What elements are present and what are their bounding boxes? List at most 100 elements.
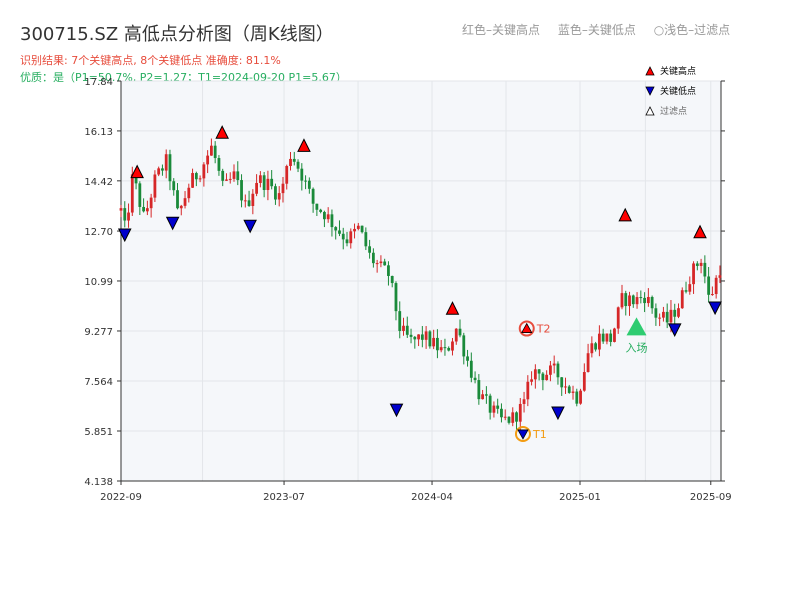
candle-body: [473, 377, 477, 381]
x-tick-label: 2024-04: [411, 492, 453, 503]
candle-body: [699, 262, 703, 266]
candle-body: [537, 369, 541, 374]
candle-body: [394, 283, 398, 312]
candle-body: [451, 341, 454, 351]
candle-body: [387, 265, 390, 276]
candle-body: [477, 380, 481, 400]
candle-body: [605, 333, 609, 342]
y-tick-label: 16.13: [84, 127, 113, 138]
candle-body: [258, 175, 262, 183]
legend-label: 过滤点: [660, 105, 687, 117]
y-tick-label: 17.84: [84, 77, 113, 88]
candle-body: [714, 277, 718, 295]
candle-body: [684, 290, 688, 292]
candle-body: [281, 183, 285, 194]
candle-body: [567, 386, 571, 393]
candle-body: [379, 261, 383, 264]
candle-body: [330, 214, 334, 228]
candle-body: [635, 297, 639, 305]
candle-body: [157, 168, 161, 175]
candle-body: [172, 181, 176, 191]
key-high-marker: [215, 125, 229, 139]
candle-body: [236, 171, 240, 181]
candle-body: [127, 212, 130, 221]
candle-body: [466, 356, 469, 361]
candle-body: [484, 394, 488, 396]
key-high-marker: [130, 164, 144, 179]
candle-body: [225, 179, 228, 181]
candle-body: [311, 188, 315, 204]
candle-body: [130, 174, 134, 213]
candle-body: [402, 325, 405, 331]
candle-body: [232, 171, 236, 179]
candle-body: [371, 252, 375, 264]
candle-body: [488, 395, 492, 413]
candle-body: [138, 183, 142, 207]
candle-body: [304, 180, 307, 182]
candle-body: [243, 200, 247, 202]
candle-body: [176, 190, 179, 209]
t1-low-marker: [517, 429, 529, 440]
candle-body: [669, 309, 673, 323]
legend-label: 关键高点: [660, 65, 696, 77]
candle-body: [228, 178, 232, 180]
candle-body: [345, 239, 349, 244]
candle-body: [356, 225, 360, 229]
candle-body: [650, 296, 654, 309]
result-summary: 识别结果: 7个关键高点, 8个关键低点 准确度: 81.1%: [20, 54, 281, 67]
candle-body: [631, 295, 635, 305]
y-tick-label: 12.70: [84, 227, 113, 238]
legend-label: 关键低点: [660, 85, 696, 97]
candle-body: [439, 347, 443, 351]
x-tick-label: 2023-07: [263, 492, 305, 503]
candle-body: [601, 333, 605, 342]
candle-body: [338, 230, 341, 234]
y-tick-label: 14.42: [84, 177, 113, 188]
candle-body: [179, 205, 183, 209]
candle-body: [481, 394, 485, 400]
candle-body: [594, 343, 598, 350]
candle-body: [123, 208, 127, 221]
candle-body: [277, 193, 281, 200]
key-high-marker: [618, 207, 633, 222]
candle-body: [191, 173, 194, 188]
candle-body: [707, 276, 711, 295]
candle-body: [353, 228, 356, 232]
key-low-marker: [117, 228, 132, 243]
candle-body: [643, 297, 646, 304]
candle-body: [526, 381, 530, 400]
candle-body: [507, 416, 511, 423]
candle-body: [616, 307, 620, 329]
candle-body: [285, 165, 289, 184]
candle-body: [518, 403, 522, 422]
candle-body: [247, 200, 251, 206]
key-low-marker: [551, 406, 565, 421]
t2-circle: [518, 320, 535, 337]
candle-body: [556, 363, 560, 378]
key-low-marker: [708, 301, 722, 316]
candle-body: [560, 377, 564, 388]
candle-body: [251, 193, 255, 206]
candle-body: [149, 197, 153, 209]
candle-body: [168, 154, 172, 182]
legend-marker: [645, 106, 655, 116]
candle-body: [424, 331, 428, 340]
candle-body: [334, 227, 338, 231]
candle-body: [613, 328, 616, 342]
candle-body: [119, 208, 123, 211]
candle-body: [710, 294, 714, 296]
candle-body: [590, 343, 594, 354]
candle-body: [545, 374, 549, 381]
candle-body: [443, 347, 447, 349]
t1-circle: [514, 425, 531, 442]
candle-body: [213, 145, 217, 159]
x-tick-label: 2025-09: [690, 492, 732, 503]
candle-body: [164, 154, 168, 171]
key-high-marker: [297, 138, 311, 152]
candle-body: [161, 168, 164, 171]
candle-body: [296, 161, 300, 169]
key-low-marker: [389, 403, 404, 418]
candle-body: [579, 390, 582, 404]
candle-body: [673, 309, 677, 317]
